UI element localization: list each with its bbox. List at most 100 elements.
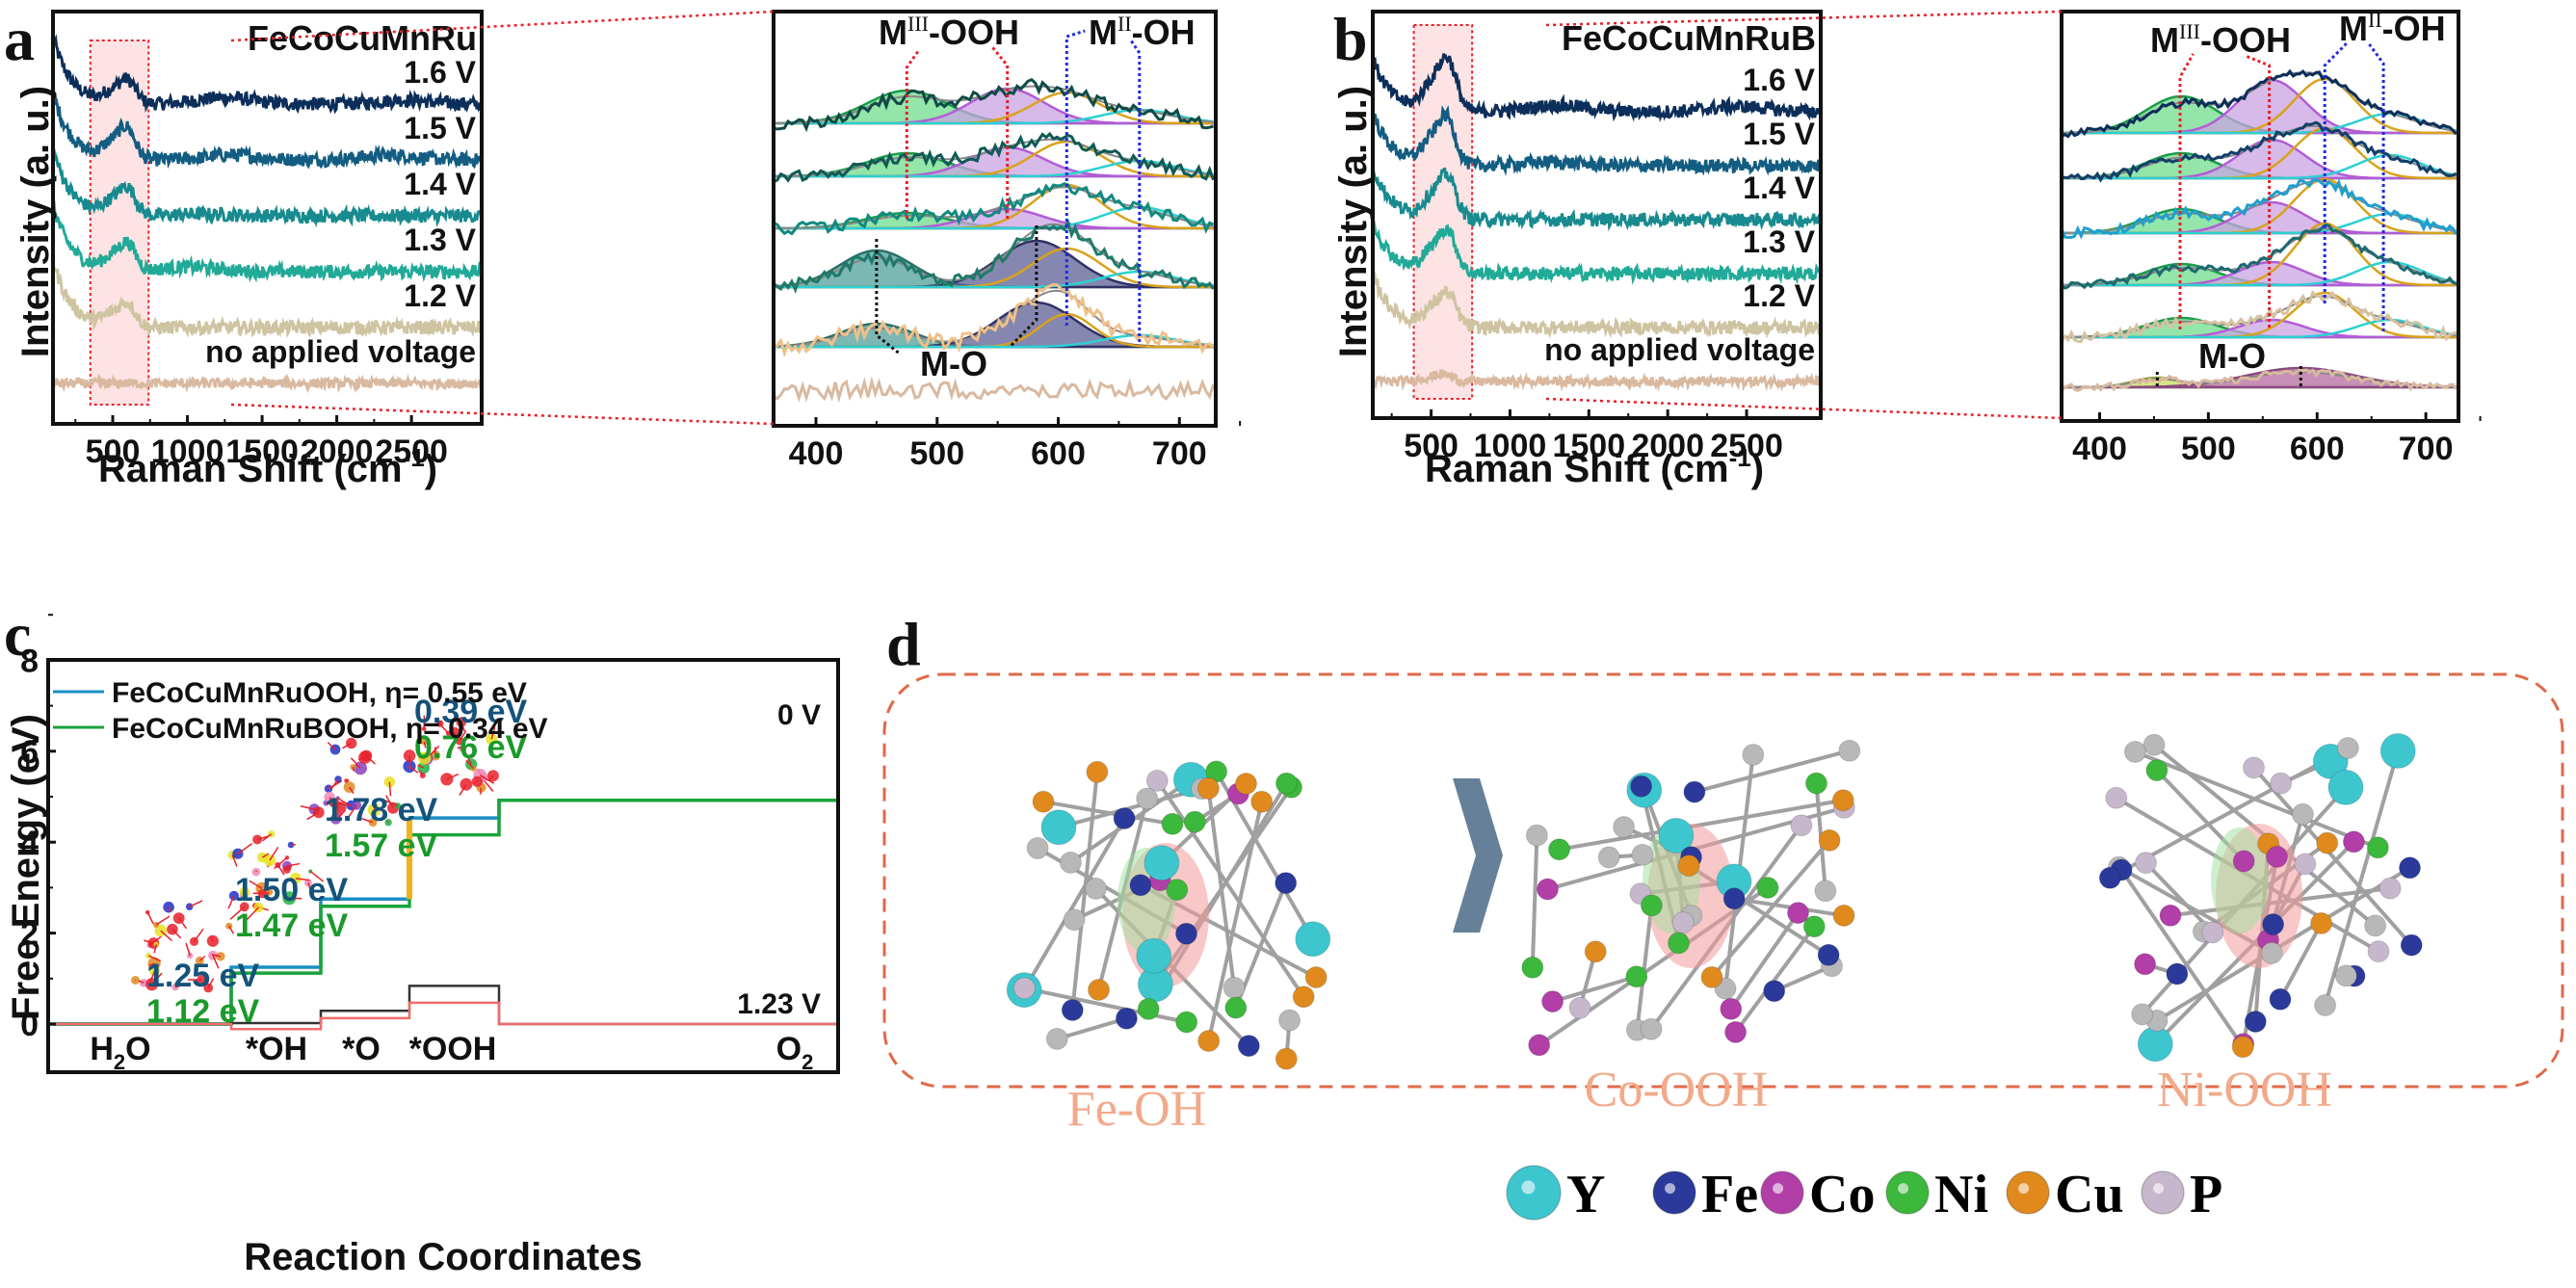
atom-icon	[384, 819, 392, 827]
bond-line	[459, 730, 467, 742]
bond-line	[2278, 922, 2324, 1001]
y-tick-label: 0	[20, 1007, 39, 1043]
bond-line	[330, 778, 339, 790]
atom-icon	[2134, 953, 2157, 976]
step-energy-label: 0.76 eV	[414, 729, 528, 766]
plot-frame	[2060, 10, 2460, 423]
bond-line	[178, 917, 188, 930]
potential-label-123v: 1.23 V	[737, 988, 821, 1020]
atom-icon	[1677, 854, 1700, 878]
bond-line	[269, 847, 279, 861]
bond-line	[1022, 817, 1126, 991]
atom-icon	[206, 934, 219, 947]
atom-icon	[1818, 828, 1841, 852]
bond-line	[465, 759, 474, 770]
bond-line	[185, 942, 191, 957]
atom-icon	[2316, 831, 2339, 854]
atom-icon	[1683, 780, 1706, 803]
sample-title: FeCoCuMnRu	[248, 18, 477, 58]
panel-a-zoom: MIII-OOH MII-OH M-O 400 500 600 700	[772, 10, 1242, 472]
atom-icon	[1275, 1047, 1298, 1070]
bond-line	[423, 741, 427, 749]
atom-icon	[2291, 802, 2314, 826]
atom-icon	[1183, 810, 1206, 833]
voltage-label: 1.3 V	[1743, 224, 1815, 259]
bond-line	[262, 833, 273, 842]
atom-icon	[1720, 997, 1743, 1020]
y-tick-label: 4	[20, 825, 39, 861]
element-swatch-icon	[1760, 1170, 1804, 1215]
voltage-label: 1.2 V	[1743, 278, 1815, 313]
bond-line	[337, 797, 352, 807]
peak-guide-line	[1129, 39, 1142, 342]
atom-icon	[1668, 932, 1690, 955]
bond-line	[365, 754, 376, 765]
atom-icon	[1763, 980, 1786, 1003]
zoom-connector	[1545, 397, 2063, 420]
atom-icon	[403, 749, 416, 762]
bond-line	[1734, 925, 1816, 1034]
atom-icon	[1584, 940, 1607, 963]
bond-line	[487, 775, 494, 781]
element-swatch-icon	[2006, 1170, 2050, 1215]
spectrum-trace	[1371, 167, 1823, 232]
bond-line	[229, 906, 246, 920]
bond-line	[382, 799, 399, 807]
bond-line	[327, 742, 336, 750]
bond-line	[155, 915, 171, 926]
peak-guide-line	[2368, 43, 2385, 331]
spectrum-trace	[772, 218, 1215, 294]
spectrum-trace	[773, 182, 1215, 236]
spectrum-trace	[773, 376, 1215, 404]
atom-icon	[2123, 741, 2146, 763]
atom-icon	[1278, 1009, 1301, 1032]
atom-icon	[1304, 966, 1327, 988]
atom-icon	[343, 781, 355, 793]
category-label: O2	[776, 1031, 814, 1074]
bond-line	[227, 895, 235, 909]
atom-icon	[2135, 852, 2157, 875]
category-labels: H2O *OH *O *OOH O2	[90, 1031, 813, 1074]
voltage-label: 1.4 V	[1743, 171, 1815, 205]
peak-annotation: M-O	[2198, 336, 2266, 376]
bond-line	[276, 864, 285, 876]
x-tick-label: 600	[2290, 431, 2345, 467]
bond-line	[171, 929, 182, 939]
atom-icon	[2260, 941, 2283, 964]
atom-icon	[149, 965, 161, 977]
atom-icon	[2145, 759, 2169, 782]
bond-line	[148, 962, 155, 967]
spectrum-trace	[1372, 369, 1823, 392]
voltage-label: no applied voltage	[205, 334, 476, 369]
atom-icon	[1521, 956, 1544, 979]
atom-icon	[2137, 1026, 2173, 1063]
x-tick-label: 1000	[151, 434, 224, 470]
atom-icon	[1802, 915, 1826, 938]
atom-icon	[1045, 1027, 1068, 1050]
atom-icon	[2098, 866, 2121, 889]
atom-icon	[185, 903, 194, 910]
bond-line	[212, 955, 220, 969]
atom-icon	[228, 890, 239, 901]
atom-icon	[145, 953, 152, 959]
voltage-labels: 1.6 V 1.5 V 1.4 V 1.3 V 1.2 V no applied volt…	[205, 55, 477, 369]
atom-icon	[1040, 809, 1077, 846]
bond-line	[329, 798, 341, 809]
zoom-connector	[230, 403, 775, 426]
atom-icon	[216, 952, 225, 961]
x-axis-label: Raman Shift (cm-1)	[1425, 443, 1764, 490]
spectrum-trace	[1371, 267, 1823, 339]
atom-icon	[1088, 979, 1110, 1001]
atom-icon	[324, 784, 333, 793]
legend-label: FeCoCuMnRuOOH, η= 0.55 eV	[112, 677, 527, 709]
swatch-highlight	[2153, 1183, 2165, 1195]
atom-icon	[1722, 887, 1746, 910]
panel-c: 1.25 eV 1.50 eV 1.78 eV 0.39 eV 1.12 eV 1.47 …	[5, 614, 840, 1278]
atom-icon	[2364, 914, 2387, 937]
voltage-label: 1.6 V	[404, 55, 476, 90]
atom-icon	[1613, 816, 1636, 838]
atom-icon	[1630, 775, 1653, 798]
x-ticks: 500 1000 1500 2000 2500	[74, 415, 448, 470]
x-tick-label: 400	[2072, 431, 2127, 467]
element-label: Co	[1809, 1165, 1875, 1224]
